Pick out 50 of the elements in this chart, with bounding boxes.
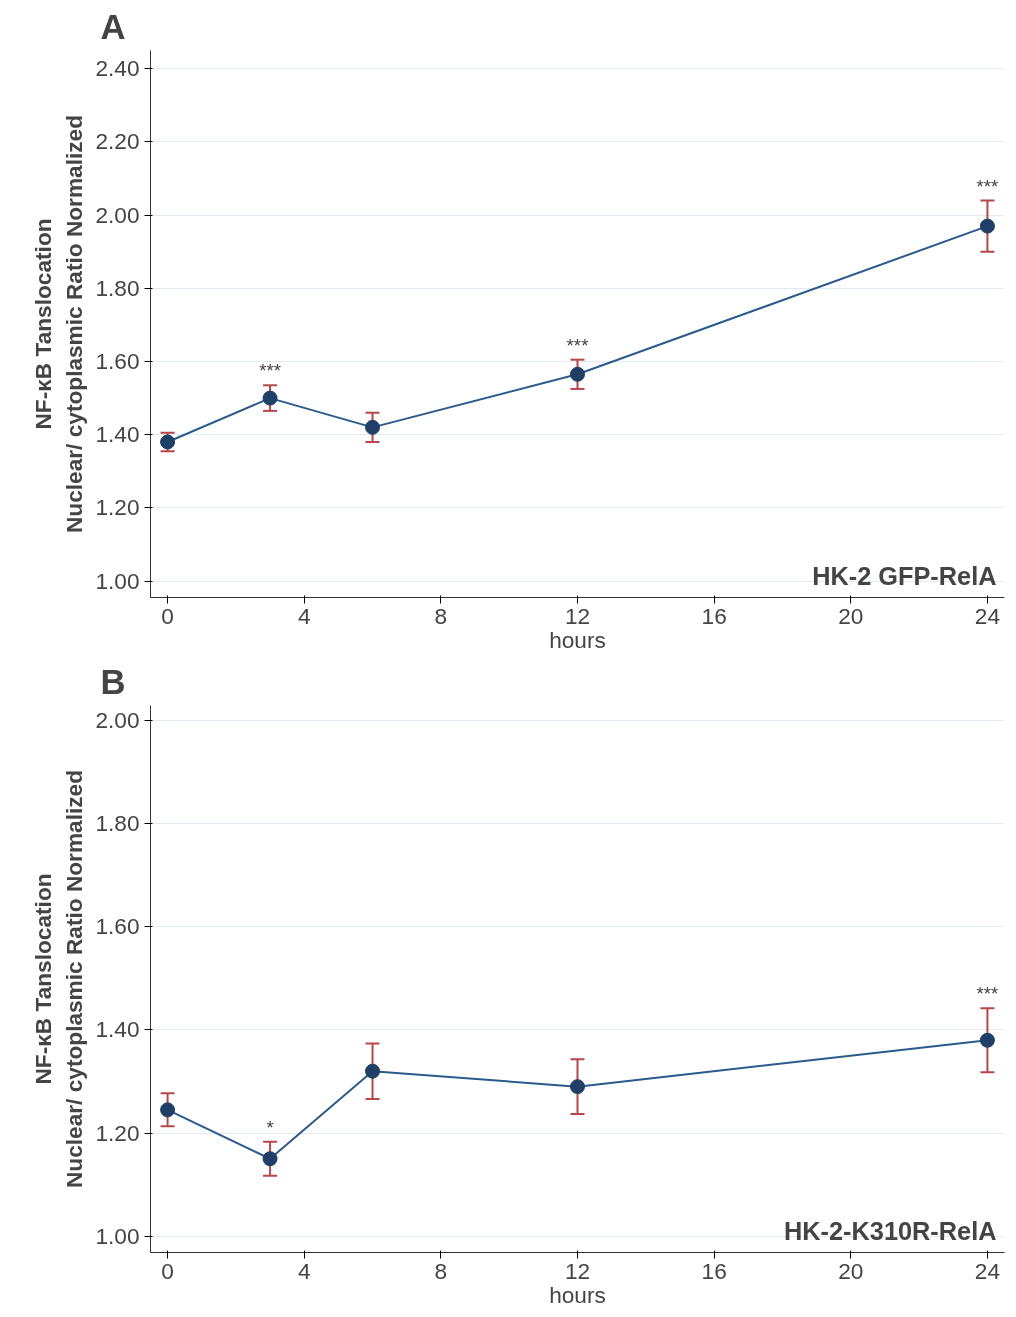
chart-title: B bbox=[100, 662, 126, 701]
point bbox=[262, 390, 278, 406]
point bbox=[570, 366, 585, 382]
x-axis-title: hours bbox=[549, 626, 606, 653]
x-tick-label: 4 bbox=[297, 602, 311, 629]
x-tick-label: 0 bbox=[161, 1257, 174, 1284]
annotation: *** bbox=[976, 983, 999, 1005]
annotation: * bbox=[266, 1116, 274, 1138]
y-tick-label: 1.20 bbox=[95, 1119, 140, 1146]
point bbox=[570, 1079, 585, 1095]
x-tick-label: 20 bbox=[838, 602, 864, 629]
y-axis-title: NF-κB Tanslocation Nuclear/ cytoplasmic Ratio Normalized bbox=[30, 769, 88, 1189]
chart-title: A bbox=[100, 7, 126, 46]
y-tick-label: 2.40 bbox=[95, 55, 140, 82]
x-tick-label: 20 bbox=[838, 1257, 864, 1284]
x-tick-label: 8 bbox=[434, 602, 448, 629]
x-tick-label: 4 bbox=[297, 1257, 311, 1284]
y-tick-label: 1.80 bbox=[95, 810, 140, 837]
x-tick-label: 24 bbox=[974, 1257, 1001, 1284]
x-tick-label: 16 bbox=[701, 1257, 727, 1284]
y-tick-label: 2.20 bbox=[95, 128, 140, 155]
y-tick-label: 2.00 bbox=[95, 707, 140, 734]
point bbox=[979, 1032, 995, 1048]
y-tick-label: 1.00 bbox=[95, 567, 140, 594]
x-tick-label: 8 bbox=[434, 1257, 448, 1284]
y-tick-label: 1.80 bbox=[95, 274, 140, 301]
x-tick-label: 16 bbox=[701, 602, 727, 629]
point bbox=[979, 218, 995, 234]
y-tick-label: 2.00 bbox=[95, 201, 140, 228]
x-tick-label: 24 bbox=[974, 602, 1001, 629]
x-tick-label: 0 bbox=[161, 602, 174, 629]
point bbox=[365, 419, 381, 435]
y-tick-label: 1.40 bbox=[95, 1016, 140, 1043]
y-tick-label: 1.60 bbox=[95, 348, 140, 374]
annotation: HK-2 GFP-RelA bbox=[812, 561, 997, 590]
y-tick-label: 1.00 bbox=[95, 1222, 140, 1249]
point bbox=[365, 1063, 381, 1079]
annotation: *** bbox=[976, 175, 999, 197]
y-tick-label: 1.40 bbox=[95, 421, 140, 448]
annotation: *** bbox=[566, 334, 589, 356]
annotation: HK-2-K310R-RelA bbox=[783, 1216, 997, 1245]
annotation: *** bbox=[259, 360, 281, 382]
y-tick-label: 1.60 bbox=[95, 913, 140, 940]
y-tick-label: 1.20 bbox=[95, 494, 140, 521]
point bbox=[160, 1102, 176, 1118]
x-axis-title: hours bbox=[549, 1281, 606, 1308]
y-axis-title: NF-κB Tanslocation Nuclear/ cytoplasmic Ratio Normalized bbox=[30, 114, 88, 534]
x-tick-label: 12 bbox=[564, 1257, 591, 1284]
point bbox=[262, 1151, 278, 1167]
x-tick-label: 12 bbox=[564, 602, 591, 629]
